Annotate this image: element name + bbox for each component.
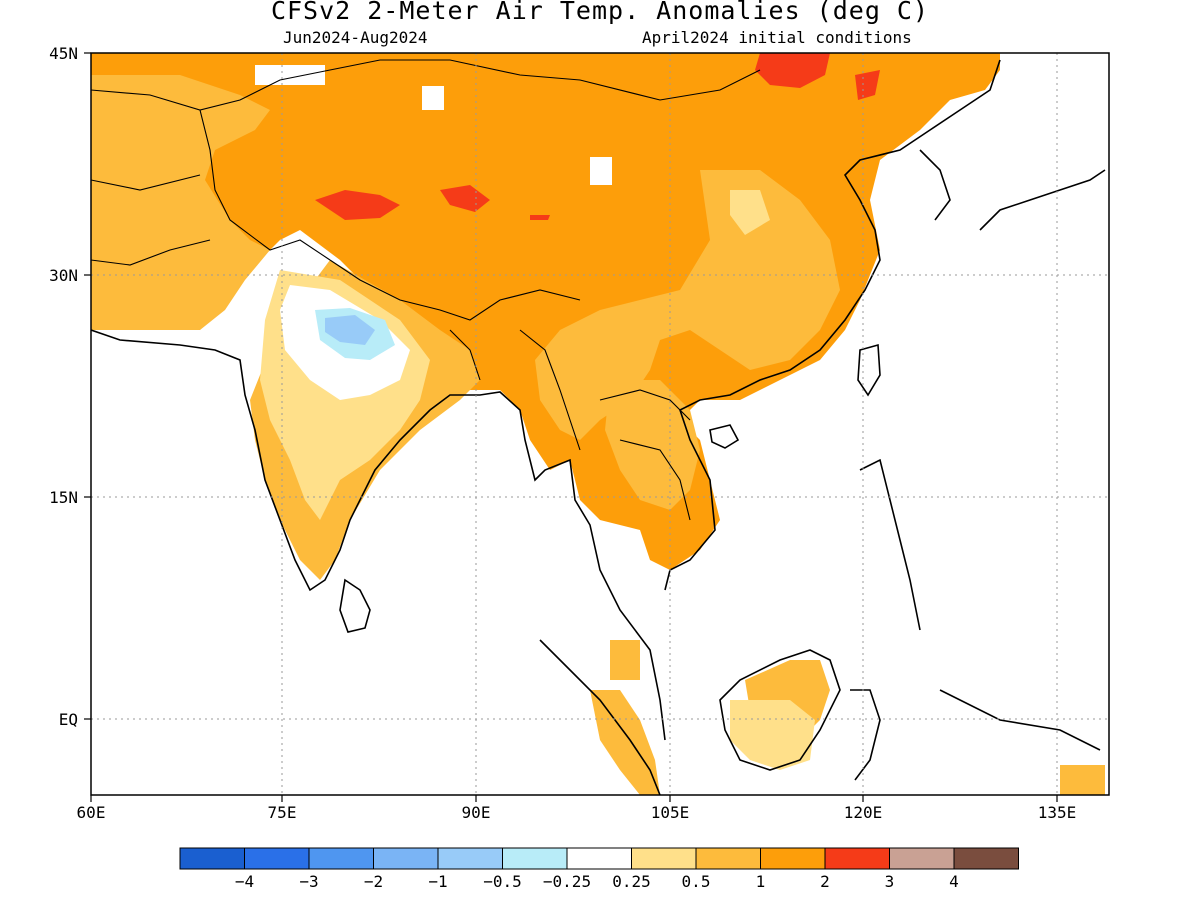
colorbar-swatch — [631, 847, 697, 870]
map-title: CFSv2 2-Meter Air Temp. Anomalies (deg C… — [270, 0, 930, 25]
colorbar-swatch — [695, 847, 761, 870]
anomaly-region-0p5-to-1 — [610, 640, 640, 680]
anomaly-field — [91, 53, 1109, 795]
lon-label-90e: 90E — [461, 803, 491, 822]
colorbar-label: −1 — [428, 872, 448, 891]
anomaly-region-minus-1-to-minus-0p5 — [325, 315, 375, 345]
anomaly-region-2-to-3 — [530, 215, 550, 220]
lon-label-135e: 135E — [1037, 803, 1077, 822]
colorbar-swatch — [502, 847, 568, 870]
lat-label-45n: 45N — [49, 44, 78, 63]
anomaly-region-0p5-to-1 — [605, 380, 700, 510]
lon-label-105e: 105E — [650, 803, 690, 822]
lon-label-60e: 60E — [76, 803, 106, 822]
colorbar-swatch — [373, 847, 439, 870]
valid-period: Jun2024-Aug2024 — [283, 28, 428, 47]
colorbar-label: 1 — [755, 872, 766, 891]
colorbar-swatch — [566, 847, 632, 870]
anomaly-region-0p5-to-1 — [1060, 765, 1105, 795]
lat-label-15n: 15N — [49, 488, 78, 507]
anomaly-region-0p5-to-1 — [590, 690, 660, 795]
colorbar-label: 0.5 — [681, 872, 711, 891]
colorbar-swatch — [308, 847, 374, 870]
colorbar-label: 0.25 — [612, 872, 651, 891]
colorbar-label: 4 — [949, 872, 959, 891]
colorbar-label: 2 — [820, 872, 830, 891]
graticule — [91, 53, 1109, 795]
masked-cell — [590, 157, 612, 185]
anomaly-region-2-to-3 — [755, 53, 830, 88]
colorbar-label: −4 — [234, 872, 255, 891]
colorbar — [179, 847, 1019, 870]
anomaly-region-2-to-3 — [855, 70, 880, 100]
anomaly-region-0p25-to-0p5 — [730, 190, 770, 235]
map-frame — [90, 52, 1110, 796]
political-borders — [91, 59, 761, 521]
initial-conditions: April2024 initial conditions — [642, 28, 912, 47]
masked-cell — [422, 86, 444, 110]
anomaly-region-2-to-3 — [315, 190, 400, 220]
colorbar-swatch — [824, 847, 890, 870]
lon-label-75e: 75E — [267, 803, 297, 822]
colorbar-swatch — [953, 847, 1019, 870]
masked-cell — [255, 65, 325, 85]
colorbar-label: −2 — [363, 872, 384, 891]
colorbar-swatch — [437, 847, 503, 870]
anomaly-region-2-to-3 — [440, 185, 490, 212]
axis-ticks — [84, 52, 1058, 802]
lat-label-30n: 30N — [49, 266, 78, 285]
anomaly-region-0p5-to-1 — [535, 170, 840, 440]
colorbar-swatch — [244, 847, 310, 870]
lat-label-eq: EQ — [58, 710, 78, 729]
colorbar-label: −0.25 — [542, 872, 592, 891]
colorbar-label: −3 — [299, 872, 319, 891]
colorbar-swatch — [889, 847, 955, 870]
colorbar-label: −0.5 — [483, 872, 522, 891]
lon-label-120e: 120E — [843, 803, 883, 822]
anomaly-region-0p25-to-0p5 — [730, 700, 815, 770]
colorbar-swatch — [179, 847, 245, 870]
colorbar-swatch — [760, 847, 826, 870]
colorbar-label: 3 — [884, 872, 895, 891]
coastlines — [91, 59, 1106, 795]
anomaly-region-0p5-to-1 — [91, 75, 270, 330]
